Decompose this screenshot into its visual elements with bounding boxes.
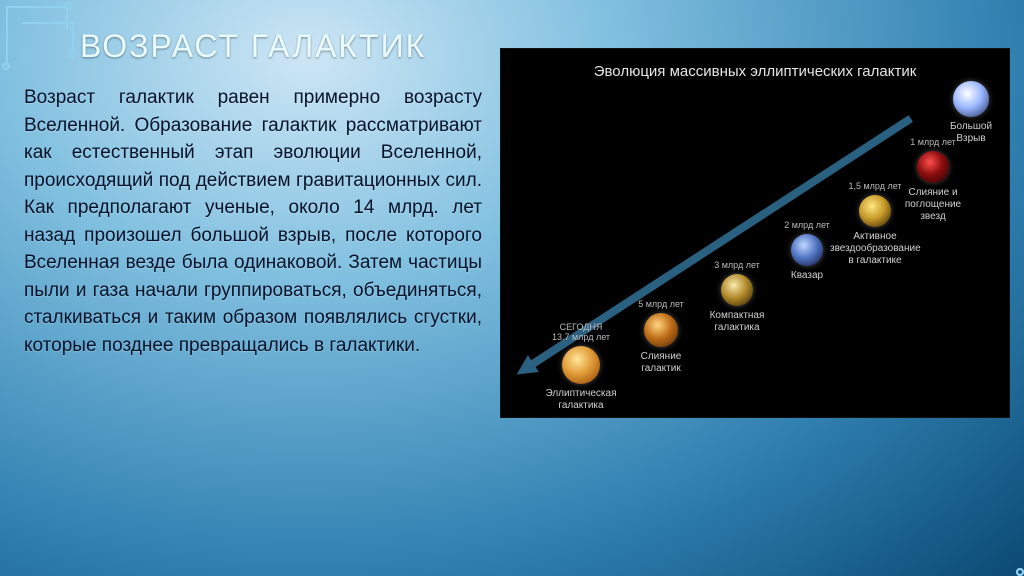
node-mergers [644, 313, 678, 347]
node-bang [953, 81, 989, 117]
label-mergers: Слияниегалактик [616, 351, 706, 375]
body-paragraph: Возраст галактик равен примерно возрасту… [24, 84, 482, 359]
label-today: Эллиптическаягалактика [536, 388, 626, 412]
slide: ВОЗРАСТ ГАЛАКТИК Возраст галактик равен … [0, 0, 1024, 576]
page-title: ВОЗРАСТ ГАЛАКТИК [80, 28, 426, 65]
node-merge [917, 151, 949, 183]
diagram-title: Эволюция массивных эллиптических галакти… [501, 63, 1009, 80]
age-merge: 1 млрд лет [893, 137, 973, 147]
evolution-diagram: Эволюция массивных эллиптических галакти… [500, 48, 1010, 418]
label-agn: Активноезвездообразованиев галактике [830, 231, 920, 267]
label-quasar: Квазар [762, 270, 852, 282]
label-compact: Компактнаягалактика [692, 310, 782, 334]
age-quasar: 2 млрд лет [767, 220, 847, 230]
label-merge: Слияние ипоглощениезвезд [888, 187, 978, 223]
node-agn [859, 195, 891, 227]
decor-bottom-right [884, 466, 1024, 576]
age-today: СЕГОДНЯ13.7 млрд лет [541, 322, 621, 342]
age-compact: 3 млрд лет [697, 260, 777, 270]
node-compact [721, 274, 753, 306]
node-today [562, 346, 600, 384]
age-mergers: 5 млрд лет [621, 299, 701, 309]
age-agn: 1,5 млрд лет [835, 181, 915, 191]
node-quasar [791, 234, 823, 266]
